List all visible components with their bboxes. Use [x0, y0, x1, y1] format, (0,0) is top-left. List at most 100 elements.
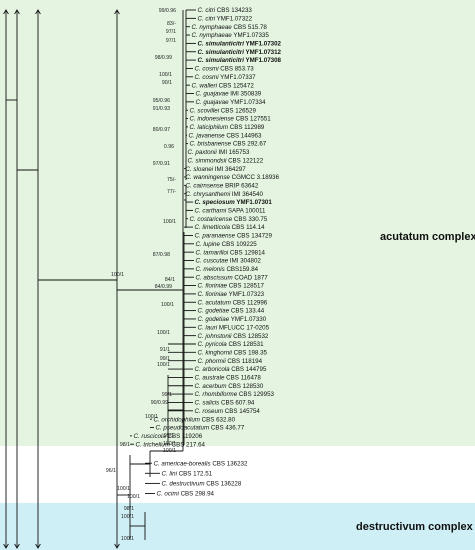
- tip-label: C. tamarilloi CBS 129814: [196, 249, 266, 256]
- tip-label: C. acerbum CBS 128530: [195, 383, 264, 390]
- strain-id: CBS 118194: [226, 358, 263, 365]
- tip-label: C. costaricense CBS 330.75: [190, 216, 268, 223]
- support-value: 99/0.96: [159, 8, 176, 14]
- tip-label: C. americae-borealis CBS 136232: [154, 460, 248, 467]
- strain-id: CGMCC 3.18936: [230, 174, 280, 181]
- species-name: C. javanense: [189, 132, 226, 139]
- strain-id: CBS 128532: [232, 333, 269, 340]
- species-name: C. arboricola: [195, 366, 231, 373]
- strain-id: CBS 436.77: [209, 425, 245, 432]
- species-name: C. cuscutae: [196, 258, 229, 265]
- tip-label: C. fioriniae CBS 128517: [198, 283, 265, 290]
- species-name: C. tamarilloi: [196, 249, 229, 256]
- support-value: 83/-: [167, 21, 176, 27]
- strain-id: CBS 128531: [227, 341, 264, 348]
- strain-id: CBS159.84: [225, 266, 259, 273]
- support-value: 99/1: [162, 392, 172, 398]
- support-value: 100/1: [121, 514, 134, 520]
- tip-label: C. pseudoacutatum CBS 436.77: [156, 425, 245, 432]
- support-value: 100/1: [163, 441, 176, 447]
- species-name: C. roseum: [195, 408, 224, 415]
- species-name: C. scovillei: [190, 107, 220, 114]
- strain-id: YMF1.07337: [219, 74, 257, 81]
- arrow-icon: [35, 9, 41, 15]
- tip-label: C. limetticola CBS 114.14: [195, 224, 266, 231]
- strain-id: CBS 136232: [211, 460, 248, 467]
- species-name: C. pyricola: [198, 341, 228, 348]
- strain-id: YMF1.07322: [215, 15, 253, 22]
- tip-label: C. trichellum CBS 217.64: [136, 441, 206, 448]
- species-name: C. ruscicola: [134, 433, 167, 440]
- strain-id: MFLUCC 17-0205: [217, 324, 269, 331]
- species-name: C. salicis: [195, 400, 220, 407]
- species-name: C. laticiphilum: [190, 124, 229, 131]
- tip-label: C. speciosum YMF1.07301: [195, 199, 273, 206]
- tip-label: C. cosmi CBS 853.73: [195, 66, 255, 73]
- tip-label: C. lauri MFLUCC 17-0205: [198, 324, 270, 331]
- arrow-icon: [114, 9, 120, 15]
- support-value: 90/0.99: [151, 400, 168, 406]
- support-value: 100/1: [157, 362, 170, 368]
- species-name: C. godetiae: [198, 308, 230, 315]
- tip-label: C. roseum CBS 145754: [195, 408, 261, 415]
- tip-label: C. pyricola CBS 128531: [198, 341, 265, 348]
- arrow-icon: [3, 543, 9, 549]
- tip-label: C. paranaense CBS 134729: [195, 233, 273, 240]
- support-value: 91/0.93: [153, 106, 170, 112]
- tip-label: C. simmondsii CBS 122122: [188, 157, 264, 164]
- species-name: C. walleri: [192, 82, 218, 89]
- strain-id: CBS 172.51: [177, 470, 213, 477]
- support-value: 100/1: [127, 494, 140, 500]
- species-name: C. wanningense: [186, 174, 231, 181]
- strain-id: CBS 127551: [234, 116, 271, 123]
- species-name: C. simulanticitri: [198, 49, 245, 56]
- strain-id: IMI 304802: [228, 258, 261, 265]
- support-value: 100/1: [145, 414, 158, 420]
- strain-id: YMF1.07308: [244, 57, 282, 64]
- strain-id: CBS 112989: [228, 124, 265, 131]
- tip-label: C. lini CBS 172.51: [162, 470, 213, 477]
- tip-label: C. salicis CBS 607.94: [195, 400, 255, 407]
- support-value: 91/1: [160, 347, 170, 353]
- species-name: C. trichellum: [136, 441, 170, 448]
- tip-label: C. simulanticitri YMF1.07302: [198, 41, 282, 48]
- species-name: C. indonesiense: [190, 116, 235, 123]
- strain-id: CBS 853.73: [219, 66, 255, 73]
- strain-id: SAPA 100011: [226, 208, 266, 215]
- strain-id: CBS 129953: [237, 391, 274, 398]
- support-value: 100/1: [117, 486, 130, 492]
- tip-label: C. scovillei CBS 126529: [190, 107, 257, 114]
- species-name: C. simulanticitri: [198, 57, 245, 64]
- strain-id: CBS 198.35: [232, 349, 268, 356]
- species-name: C. paxtonii: [188, 149, 218, 156]
- support-value: 97/0.91: [153, 161, 170, 167]
- support-value: 98/1: [124, 506, 134, 512]
- species-name: C. simulanticitri: [198, 41, 245, 48]
- species-name: C. rhombiforme: [195, 391, 238, 398]
- tip-label: C. acutatum CBS 112996: [198, 299, 268, 306]
- species-name: C. citri: [198, 7, 216, 14]
- support-value: 100/1: [157, 330, 170, 336]
- support-value: 0.96: [164, 144, 174, 150]
- species-name: C. johnstonii: [198, 333, 233, 340]
- arrow-icon: [14, 9, 20, 15]
- tip-label: C. citri YMF1.07322: [198, 15, 253, 22]
- species-name: C. carthami: [195, 208, 227, 215]
- strain-id: CBS 122122: [226, 157, 263, 164]
- tip-label: C. cairnsense BRIP 63642: [186, 182, 259, 189]
- arrow-icon: [35, 543, 41, 549]
- species-name: C. nymphaeae: [192, 24, 233, 31]
- tip-label: C. abscissum COAD 1877: [196, 274, 269, 281]
- tip-label: C. phormii CBS 118194: [198, 358, 263, 365]
- support-value: 100/1: [111, 272, 124, 278]
- tip-label: C. godetiae CBS 133.44: [198, 308, 265, 315]
- support-value: 97/1: [166, 29, 176, 35]
- support-value: 84/0.99: [155, 284, 172, 290]
- destructivum-clade-panel: [0, 503, 475, 550]
- tip-label: C. simulanticitri YMF1.07308: [198, 57, 282, 64]
- tip-label: C. indonesiense CBS 127551: [190, 116, 272, 123]
- tip-label: C. guajavae IMI 350839: [196, 91, 262, 98]
- species-name: C. australe: [195, 375, 225, 382]
- support-value: 99/1: [164, 433, 174, 439]
- support-value: 100/1: [159, 72, 172, 78]
